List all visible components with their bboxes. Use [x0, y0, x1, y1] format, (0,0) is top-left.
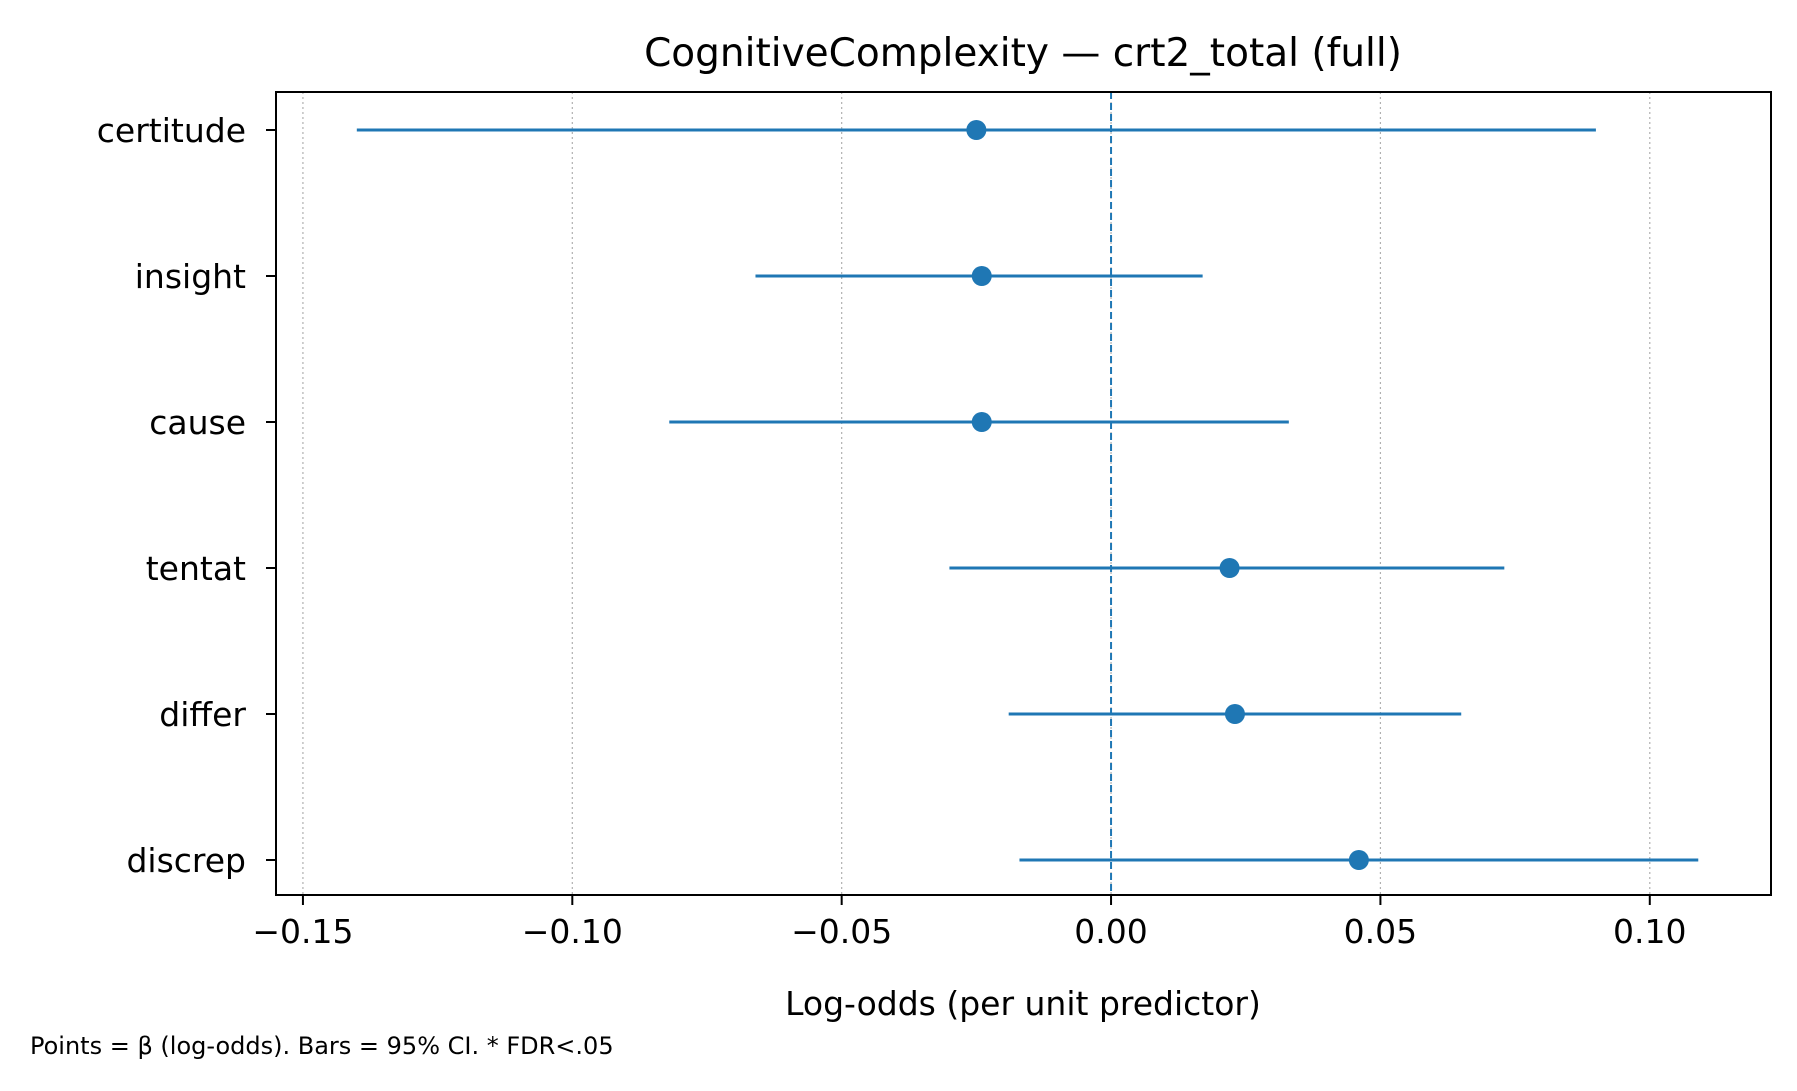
x-tick-label: 0.00: [1074, 912, 1147, 951]
y-tick-label: certitude: [97, 111, 246, 150]
chart-title: CognitiveComplexity — crt2_total (full): [644, 31, 1402, 76]
x-tick-label: 0.05: [1344, 912, 1417, 951]
x-tick-label: −0.05: [791, 912, 892, 951]
grid-lines: [302, 92, 1651, 895]
beta-point: [1348, 850, 1369, 870]
beta-point: [971, 266, 992, 286]
x-tick-label: −0.10: [522, 912, 623, 951]
y-tick-label: tentat: [146, 549, 246, 588]
y-tick-label: discrep: [126, 841, 246, 880]
beta-point: [1219, 558, 1240, 578]
x-axis: −0.15 −0.10 −0.05 0.00 0.05 0.10: [252, 895, 1687, 951]
beta-point: [971, 412, 992, 432]
plot-frame: [275, 91, 1772, 896]
y-axis: certitude insight cause tentat differ discrep: [97, 111, 276, 880]
x-tick-label: 0.10: [1613, 912, 1686, 951]
y-tick-label: insight: [135, 257, 246, 296]
x-tick-label: −0.15: [252, 912, 353, 951]
beta-point: [1224, 704, 1245, 724]
data-marks: [356, 120, 1699, 870]
y-tick-label: cause: [149, 403, 246, 442]
x-axis-label: Log-odds (per unit predictor): [785, 984, 1261, 1023]
beta-point: [966, 120, 987, 140]
footnote: Points = β (log-odds). Bars = 95% CI. * …: [30, 1032, 614, 1060]
y-tick-label: differ: [159, 695, 246, 734]
